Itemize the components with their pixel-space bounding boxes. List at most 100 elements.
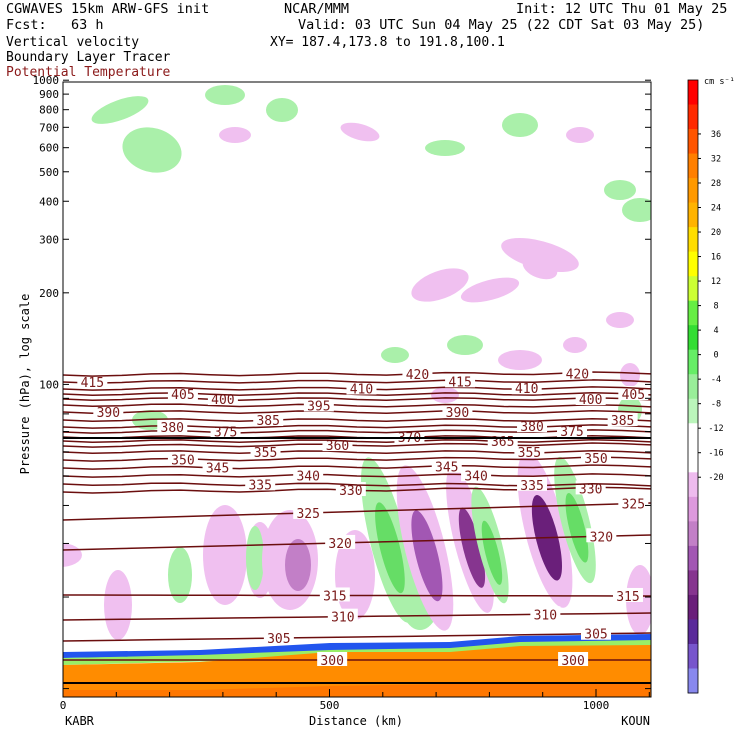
isentrope-label-bg bbox=[167, 451, 198, 466]
isentrope-label: 390 bbox=[446, 406, 469, 421]
isentrope-label: 340 bbox=[296, 470, 319, 485]
isentrope-line bbox=[63, 439, 651, 443]
isentrope-label-bg bbox=[461, 467, 492, 482]
isentrope-label-bg bbox=[325, 534, 356, 549]
init-time: Init: 12 UTC Thu 01 May 25 bbox=[516, 1, 728, 17]
x-tick-label: 1000 bbox=[583, 699, 610, 712]
isentrope-label: 350 bbox=[584, 452, 607, 467]
colorbar-swatch bbox=[688, 153, 698, 179]
isentrope-label: 335 bbox=[520, 479, 543, 494]
colorbar-label: 20 bbox=[711, 228, 721, 238]
isentrope-line bbox=[63, 418, 651, 422]
colorbar-label: 28 bbox=[711, 179, 721, 189]
colorbar-swatch bbox=[688, 521, 698, 547]
model-title: CGWAVES 15km ARW-GFS init bbox=[6, 1, 210, 17]
isentrope-line bbox=[63, 482, 651, 487]
field-bl-tracer: Boundary Layer Tracer bbox=[6, 50, 171, 65]
colorbar-swatch bbox=[688, 472, 698, 498]
bl-tracer-blue bbox=[63, 634, 651, 658]
left-station-label: KABR bbox=[65, 714, 95, 728]
colorbar-swatch bbox=[688, 349, 698, 375]
isentrope-label: 390 bbox=[97, 406, 120, 421]
bl-tracer-base bbox=[63, 682, 651, 697]
isentrope-label-bg bbox=[431, 458, 462, 473]
isentrope-line bbox=[63, 456, 651, 462]
y-tick-label: 900 bbox=[39, 88, 59, 101]
valid-time: Valid: 03 UTC Sun 04 May 25 (22 CDT Sat … bbox=[298, 17, 705, 33]
isentrope-label-bg bbox=[293, 504, 324, 519]
w-cell-core bbox=[411, 510, 443, 602]
colorbar-swatch bbox=[688, 594, 698, 620]
isentrope-label-bg bbox=[253, 412, 284, 426]
isentrope-label: 410 bbox=[515, 382, 538, 397]
w-cell bbox=[285, 539, 311, 591]
colorbar-swatch bbox=[688, 80, 698, 106]
x-tick-label: 0 bbox=[60, 699, 67, 712]
isentrope-label-bg bbox=[293, 467, 324, 482]
w-cell bbox=[168, 547, 192, 603]
w-cell bbox=[340, 122, 380, 142]
colorbar-label: 24 bbox=[711, 204, 721, 214]
colorbar-swatch bbox=[688, 129, 698, 155]
isentrope-label: 300 bbox=[320, 654, 343, 669]
forecast-hour: Fcst: 63 h bbox=[6, 17, 104, 33]
isentrope-label: 340 bbox=[464, 469, 487, 484]
isentrope-label-bg bbox=[607, 412, 638, 426]
isentrope-label-bg bbox=[167, 386, 198, 400]
field-potential-temperature: Potential Temperature bbox=[6, 65, 171, 80]
isentrope-line bbox=[63, 442, 651, 448]
w-cell-core bbox=[375, 502, 405, 594]
colorbar-swatch bbox=[688, 619, 698, 645]
isentrope-label: 330 bbox=[579, 482, 602, 497]
isentrope-label-bg bbox=[327, 608, 358, 623]
isentrope-label-bg bbox=[586, 528, 617, 543]
w-cell-core bbox=[565, 493, 589, 563]
colorbar-swatch bbox=[688, 251, 698, 277]
colorbar-label: -16 bbox=[708, 449, 723, 459]
w-cell bbox=[425, 140, 465, 156]
w-cell bbox=[219, 127, 251, 143]
isentrope-label-bg bbox=[157, 418, 188, 433]
colorbar-swatch bbox=[688, 447, 698, 473]
isentrope-line bbox=[63, 392, 651, 396]
isentrope-label-bg bbox=[618, 495, 649, 510]
w-cell bbox=[203, 505, 247, 605]
isentrope-label: 375 bbox=[214, 426, 237, 441]
isentrope-line bbox=[63, 397, 651, 401]
isentrope-label: 360 bbox=[326, 439, 349, 454]
w-cell bbox=[604, 180, 636, 200]
x-axis-title: Distance (km) bbox=[309, 714, 403, 728]
w-cell bbox=[502, 113, 538, 137]
w-cell bbox=[620, 363, 640, 387]
y-tick-label: 700 bbox=[39, 121, 59, 134]
w-cell bbox=[498, 350, 542, 370]
isentrope-label: 325 bbox=[296, 507, 319, 522]
isentrope-label-bg bbox=[93, 404, 124, 418]
colorbar-swatch bbox=[688, 398, 698, 424]
isentrope-label-bg bbox=[77, 373, 108, 388]
colorbar-frame bbox=[687, 79, 699, 694]
isentrope-label: 330 bbox=[339, 484, 362, 499]
isentrope-label: 420 bbox=[566, 367, 589, 382]
colorbar-swatch bbox=[688, 643, 698, 669]
colorbar-swatch bbox=[688, 423, 698, 449]
colorbar-label: 0 bbox=[713, 351, 718, 361]
y-tick-label: 300 bbox=[39, 233, 59, 246]
isentrope-label: 420 bbox=[406, 368, 429, 383]
isentrope-label: 405 bbox=[171, 388, 194, 403]
w-cell bbox=[563, 337, 587, 353]
y-tick-label: 800 bbox=[39, 104, 59, 117]
colorbar-swatch bbox=[688, 570, 698, 596]
isentrope-line bbox=[63, 464, 651, 470]
x-tick-label: 500 bbox=[320, 699, 340, 712]
isentrope-label: 315 bbox=[323, 589, 346, 604]
w-cell bbox=[91, 96, 149, 124]
isentrope-line bbox=[63, 594, 651, 597]
isentrope-label-bg bbox=[245, 476, 276, 491]
isentrope-label: 310 bbox=[331, 611, 354, 626]
isentrope-line bbox=[63, 632, 651, 642]
cross-section-xy: XY= 187.4,173.8 to 191.8,100.1 bbox=[270, 35, 505, 50]
isentrope-label: 305 bbox=[267, 632, 290, 647]
isentrope-label: 380 bbox=[520, 420, 543, 435]
w-cell bbox=[411, 268, 469, 302]
